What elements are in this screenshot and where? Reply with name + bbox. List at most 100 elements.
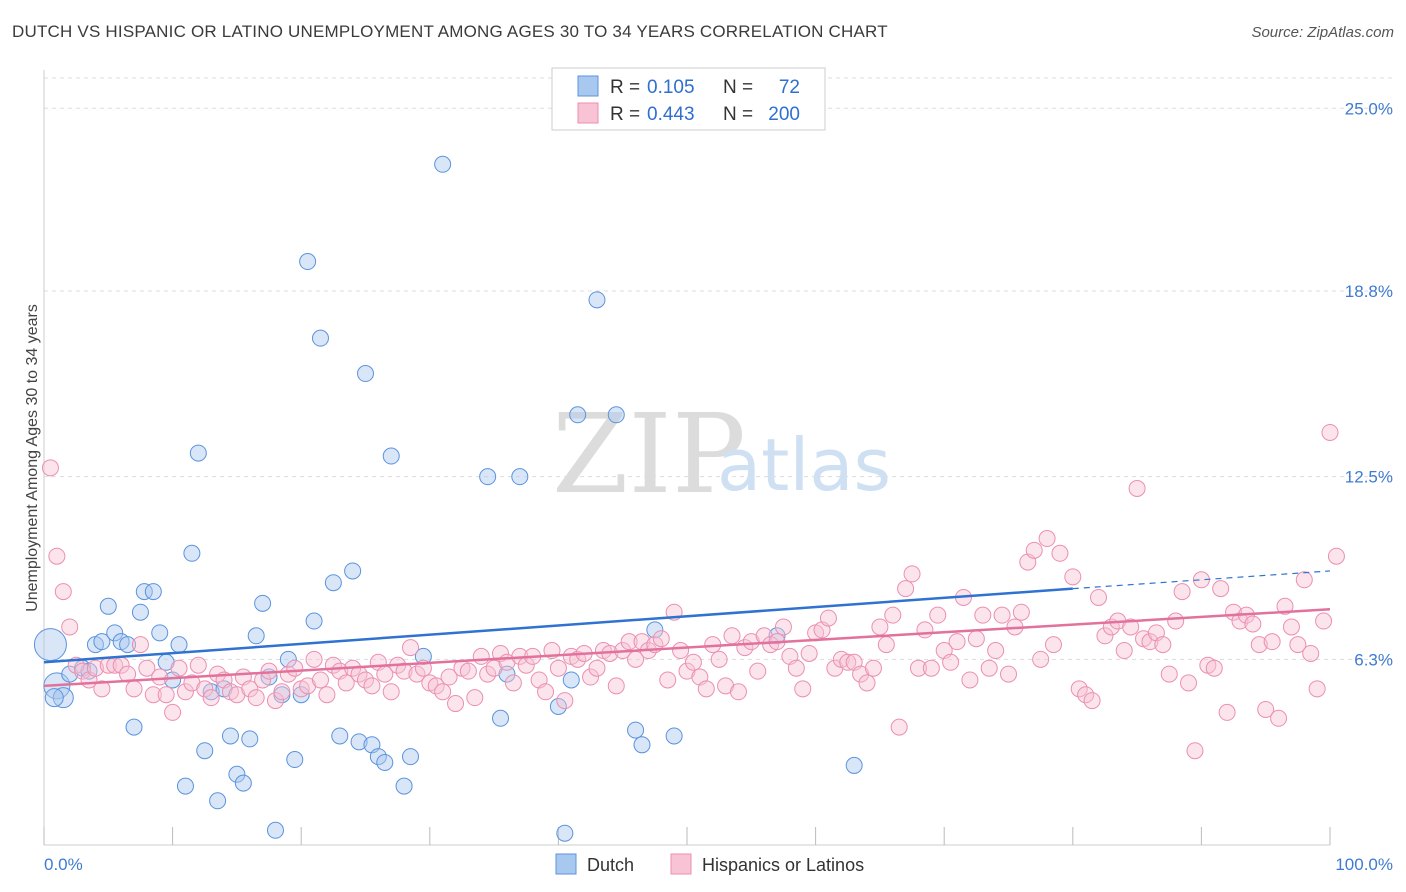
hispanic-point-186 bbox=[1244, 615, 1262, 633]
hispanic-point-77 bbox=[537, 683, 555, 701]
dutch-point-36 bbox=[279, 650, 297, 668]
hispanic-point-8 bbox=[93, 680, 111, 698]
hispanic-point-198 bbox=[1321, 423, 1339, 441]
dutch-point-15 bbox=[144, 583, 162, 601]
hispanic-point-132 bbox=[890, 718, 908, 736]
hispanic-point-177 bbox=[1186, 742, 1204, 760]
dutch-point-59 bbox=[549, 698, 567, 716]
hispanic-point-57 bbox=[408, 665, 426, 683]
hispanic-point-167 bbox=[1122, 618, 1140, 636]
hispanic-point-149 bbox=[1000, 665, 1017, 683]
bottom-legend-label-dutch: Dutch bbox=[587, 855, 634, 875]
x-tick-label-max: 100.0% bbox=[1335, 855, 1393, 874]
hispanic-point-36 bbox=[273, 683, 291, 701]
hispanic-point-160 bbox=[1077, 686, 1095, 704]
hispanic-point-129 bbox=[871, 618, 889, 636]
hispanic-point-127 bbox=[858, 674, 876, 692]
legend-r-label-hispanic: R = bbox=[610, 104, 640, 125]
hispanic-point-144 bbox=[967, 630, 985, 648]
dutch-point-58 bbox=[511, 468, 529, 486]
hispanic-point-148 bbox=[993, 606, 1011, 624]
hispanic-point-96 bbox=[659, 671, 677, 689]
trend-lines bbox=[43, 570, 1331, 688]
hispanic-point-188 bbox=[1257, 700, 1275, 718]
hispanic-point-117 bbox=[794, 680, 812, 698]
hispanic-point-55 bbox=[395, 662, 413, 680]
y-axis-title: Unemployment Among Ages 30 to 34 years bbox=[24, 304, 41, 612]
hispanic-point-140 bbox=[942, 653, 960, 671]
hispanic-point-194 bbox=[1295, 571, 1313, 589]
bottom-legend-swatch-dutch bbox=[555, 853, 577, 875]
hispanic-point-190 bbox=[1270, 709, 1288, 727]
grid-lines bbox=[44, 77, 1393, 660]
hispanic-point-90 bbox=[620, 633, 638, 651]
dutch-point-22 bbox=[189, 444, 207, 462]
dutch-point-66 bbox=[633, 736, 651, 754]
hispanic-point-63 bbox=[447, 695, 465, 713]
hispanic-point-31 bbox=[241, 680, 259, 698]
hispanic-point-141 bbox=[948, 633, 966, 651]
hispanic-point-61 bbox=[434, 683, 452, 701]
watermark-atlas: atlas bbox=[717, 423, 891, 507]
hispanic-point-175 bbox=[1173, 583, 1191, 601]
dutch-point-62 bbox=[569, 406, 587, 424]
hispanic-point-3 bbox=[61, 618, 79, 636]
x-ticks bbox=[43, 827, 1331, 845]
dutch-point-64 bbox=[607, 406, 625, 424]
hispanic-point-100 bbox=[684, 653, 702, 671]
hispanic-point-114 bbox=[774, 618, 792, 636]
hispanic-point-184 bbox=[1231, 612, 1249, 630]
hispanic-point-168 bbox=[1128, 479, 1146, 497]
dutch-point-55 bbox=[479, 468, 497, 486]
legend-n-label-dutch: N = bbox=[723, 77, 753, 98]
hispanic-point-53 bbox=[382, 683, 400, 701]
hispanic-point-176 bbox=[1180, 674, 1198, 692]
hispanic-point-13 bbox=[125, 680, 143, 698]
hispanic-point-50 bbox=[363, 677, 381, 695]
hispanic-point-134 bbox=[903, 565, 921, 583]
hispanic-point-157 bbox=[1051, 544, 1069, 562]
dutch-point-27 bbox=[221, 727, 239, 745]
hispanic-point-35 bbox=[266, 692, 284, 710]
hispanic-point-159 bbox=[1070, 680, 1088, 698]
hispanic-point-107 bbox=[729, 683, 747, 701]
dutch-point-54 bbox=[434, 155, 452, 173]
hispanic-point-136 bbox=[916, 621, 934, 639]
hispanic-point-14 bbox=[131, 636, 149, 654]
hispanic-point-133 bbox=[897, 580, 915, 598]
y-tick-labels: 6.3% 12.5% 18.8% 25.0% bbox=[1345, 99, 1393, 669]
hispanic-point-67 bbox=[472, 647, 490, 665]
hispanic-point-25 bbox=[202, 689, 220, 707]
dutch-point-68 bbox=[665, 727, 683, 745]
dutch-point-42 bbox=[324, 574, 342, 592]
hispanic-point-104 bbox=[710, 650, 728, 668]
bottom-legend: Dutch Hispanics or Latinos bbox=[555, 853, 864, 875]
hispanic-point-146 bbox=[980, 659, 998, 677]
dutch-point-30 bbox=[241, 730, 259, 748]
hispanic-point-85 bbox=[588, 659, 606, 677]
hispanic-point-196 bbox=[1308, 680, 1326, 698]
legend-n-label-hispanic: N = bbox=[723, 104, 753, 125]
dutch-point-45 bbox=[350, 733, 368, 751]
hispanic-point-137 bbox=[922, 659, 940, 677]
hispanic-point-32 bbox=[247, 689, 265, 707]
hispanic-point-193 bbox=[1289, 636, 1307, 654]
hispanic-point-138 bbox=[929, 606, 947, 624]
y-tick-label-0: 6.3% bbox=[1354, 650, 1393, 669]
hispanic-point-130 bbox=[877, 636, 895, 654]
hispanic-point-62 bbox=[440, 668, 458, 686]
hispanic-point-24 bbox=[196, 680, 214, 698]
hispanic-point-5 bbox=[74, 662, 92, 680]
dutch-point-46 bbox=[357, 365, 374, 383]
chart-title: DUTCH VS HISPANIC OR LATINO UNEMPLOYMENT… bbox=[12, 22, 888, 41]
dutch-point-39 bbox=[299, 253, 317, 271]
hispanic-point-66 bbox=[466, 689, 484, 707]
hispanic-point-84 bbox=[582, 668, 600, 686]
hispanic-point-135 bbox=[909, 659, 927, 677]
hispanic-point-0 bbox=[41, 459, 59, 477]
hispanic-point-151 bbox=[1012, 603, 1030, 621]
hispanic-point-15 bbox=[138, 659, 156, 677]
series-dutch-points bbox=[33, 155, 863, 842]
hispanic-point-20 bbox=[170, 659, 188, 677]
dutch-point-43 bbox=[331, 727, 349, 745]
